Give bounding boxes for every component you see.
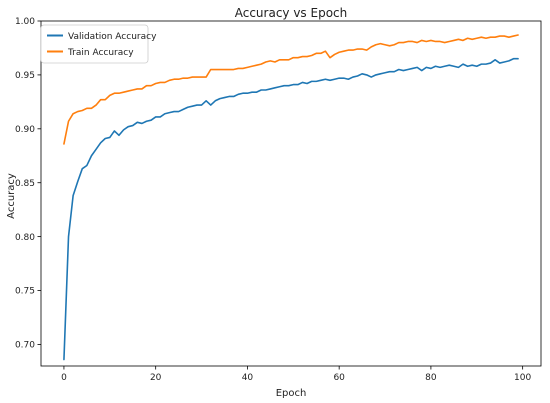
- y-tick-label: 1.00: [15, 17, 35, 27]
- x-tick-label: 80: [425, 373, 437, 383]
- y-tick-label: 0.95: [15, 71, 35, 81]
- x-tick-label: 20: [150, 373, 162, 383]
- plot-area-frame: [40, 20, 542, 367]
- y-tick-label: 0.70: [15, 341, 35, 351]
- x-tick-label: 40: [242, 373, 254, 383]
- series-layer: [63, 34, 519, 361]
- legend: Validation Accuracy Train Accuracy: [40, 24, 157, 64]
- y-axis-label: Accuracy: [6, 173, 17, 219]
- x-axis-ticks: 0 20 40 60 80 100: [61, 366, 532, 383]
- chart-title: Accuracy vs Epoch: [235, 6, 348, 20]
- y-tick-label: 0.85: [15, 179, 35, 189]
- series-line-validation-accuracy: [63, 57, 519, 361]
- y-tick-label: 0.80: [15, 233, 35, 243]
- legend-label-validation: Validation Accuracy: [68, 32, 157, 42]
- y-tick-label: 0.75: [15, 287, 35, 297]
- x-axis-label: Epoch: [276, 388, 307, 399]
- x-tick-label: 100: [514, 373, 531, 383]
- y-axis-ticks: 0.70 0.75 0.80 0.85 0.90 0.95 1.00: [15, 17, 41, 351]
- y-tick-label: 0.90: [15, 125, 35, 135]
- x-tick-label: 60: [333, 373, 345, 383]
- x-tick-label: 0: [61, 373, 67, 383]
- legend-label-train: Train Accuracy: [67, 48, 134, 58]
- legend-box: [40, 24, 149, 64]
- series-line-train-accuracy: [63, 34, 519, 145]
